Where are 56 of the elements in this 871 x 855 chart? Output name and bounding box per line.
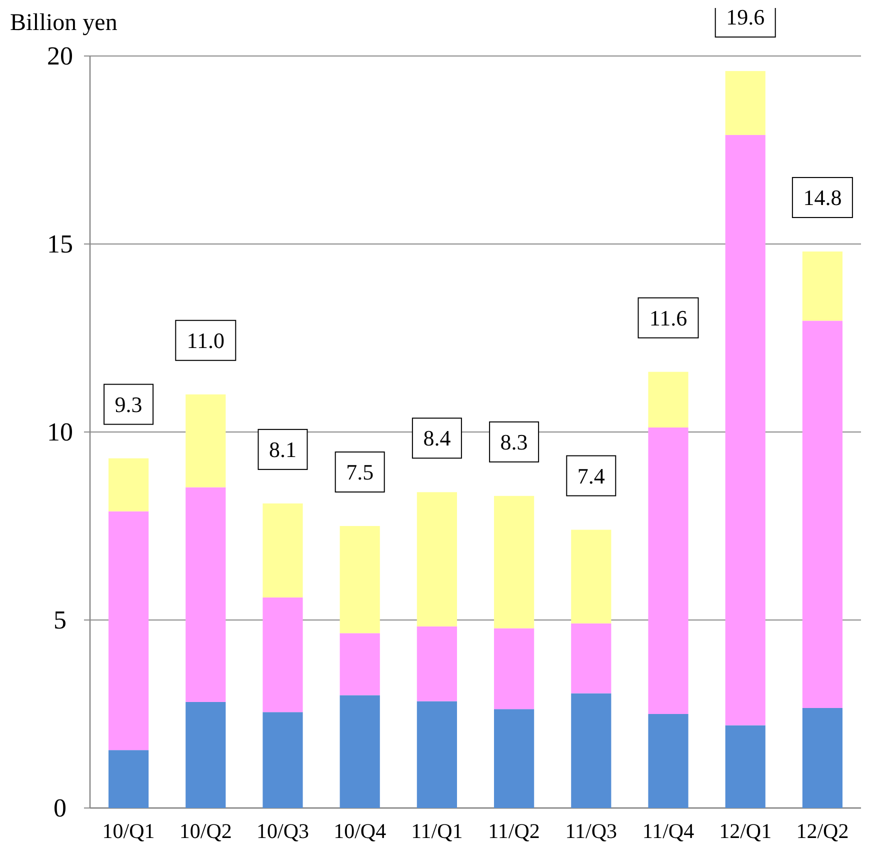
x-tick-label: 12/Q1: [719, 819, 772, 843]
bar: [494, 496, 534, 628]
x-tick-label: 11/Q1: [411, 819, 463, 843]
bar: [725, 71, 766, 135]
x-tick-label: 10/Q3: [256, 819, 309, 843]
bar: [186, 394, 226, 488]
bar: [571, 530, 612, 624]
total-label: 9.3: [114, 392, 142, 417]
bar: [494, 628, 534, 710]
total-label: 8.4: [423, 426, 451, 451]
bar: [416, 701, 457, 808]
y-tick-label: 20: [47, 42, 73, 70]
x-tick-label: 10/Q4: [334, 819, 387, 843]
bar: [648, 372, 688, 428]
y-tick-label: 5: [54, 606, 66, 634]
bar: [648, 427, 688, 714]
bar: [340, 633, 380, 696]
bar: [108, 458, 149, 512]
bar: [340, 695, 380, 808]
bar: [108, 750, 149, 808]
bar: [416, 626, 457, 702]
total-label: 8.3: [500, 429, 528, 454]
y-tick-label: 15: [47, 230, 73, 258]
bar: [262, 503, 303, 598]
total-label: 19.6: [726, 4, 765, 30]
y-axis-title: Billion yen: [10, 10, 118, 36]
bar: [802, 708, 842, 808]
bar: [262, 597, 303, 712]
bar: [186, 487, 226, 702]
bar: [262, 712, 303, 808]
x-tick-label: 11/Q2: [488, 819, 540, 843]
x-tick-label: 11/Q3: [565, 819, 618, 843]
total-label: 11.0: [186, 328, 224, 353]
bar: [571, 693, 612, 808]
bar: [416, 492, 457, 626]
x-tick-label: 10/Q1: [102, 819, 155, 843]
total-label: 14.8: [803, 185, 842, 210]
bar: [802, 252, 842, 321]
x-tick-label: 10/Q2: [179, 819, 232, 843]
y-tick-label: 10: [47, 418, 73, 446]
total-label: 8.1: [269, 436, 296, 462]
y-tick-label: 0: [54, 794, 66, 822]
bar: [494, 709, 534, 808]
bar: [340, 526, 380, 634]
bar: [186, 702, 226, 808]
x-tick-label: 11/Q4: [642, 819, 695, 843]
total-label: 7.4: [577, 463, 605, 488]
bar: [648, 714, 688, 808]
bar: [725, 134, 766, 726]
total-label: 7.5: [346, 460, 374, 484]
x-tick-label: 12/Q2: [796, 819, 849, 843]
total-label: 11.6: [649, 305, 688, 330]
bar: [571, 623, 612, 694]
bar: [802, 320, 842, 708]
bar: [725, 725, 766, 808]
bar: [108, 511, 149, 750]
